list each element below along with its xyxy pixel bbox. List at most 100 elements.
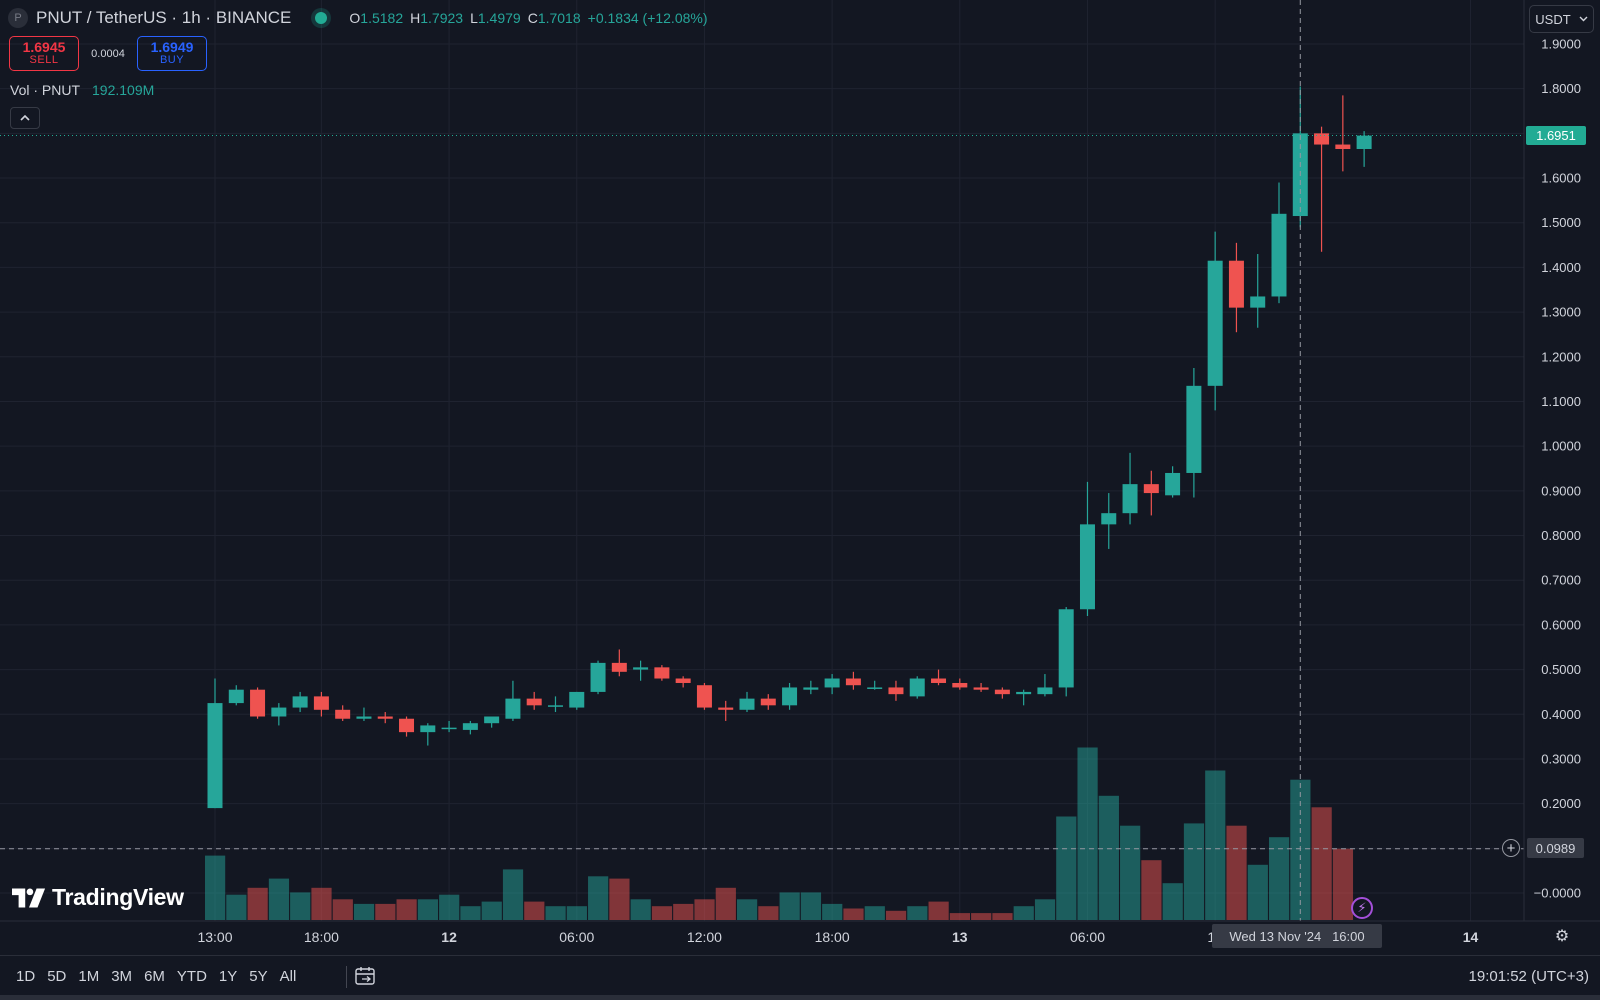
range-ytd-button[interactable]: YTD [171, 966, 213, 987]
volume-bar [865, 906, 885, 920]
candle-body [931, 679, 946, 683]
currency-select[interactable]: USDT [1529, 5, 1594, 33]
range-1y-button[interactable]: 1Y [213, 966, 243, 987]
y-tick-label: 1.9000 [1541, 37, 1581, 52]
volume-bar [673, 904, 693, 920]
y-tick-label: 1.0000 [1541, 439, 1581, 454]
volume-bar [503, 869, 523, 920]
y-tick-label: 0.8000 [1541, 528, 1581, 543]
ohlc-low-label: L [470, 10, 478, 26]
ohlc-open-value: 1.5182 [360, 10, 403, 26]
candle-body [442, 728, 457, 730]
add-alert-plus-icon[interactable]: + [1502, 839, 1520, 857]
volume-bar [524, 902, 544, 920]
candle-body [591, 663, 606, 692]
range-5y-button[interactable]: 5Y [243, 966, 273, 987]
volume-bar [1184, 823, 1204, 920]
symbol-header: P PNUT / TetherUS · 1h · BINANCE O1.5182… [8, 6, 708, 30]
candle-body [697, 685, 712, 707]
calendar-icon [355, 966, 377, 986]
range-1d-button[interactable]: 1D [10, 966, 41, 987]
y-tick-label: −0.0000 [1534, 886, 1581, 901]
range-buttons: 1D 5D 1M 3M 6M YTD 1Y 5Y All [10, 966, 302, 987]
x-tick-label: 14 [1463, 929, 1479, 945]
candle-body [1016, 692, 1031, 694]
volume-bar [1205, 771, 1225, 921]
sell-button[interactable]: 1.6945 SELL [9, 36, 79, 71]
candle-body [612, 663, 627, 672]
go-to-date-button[interactable] [346, 966, 379, 988]
volume-bar [694, 899, 714, 920]
symbol-title[interactable]: PNUT / TetherUS · 1h · BINANCE [36, 8, 291, 28]
candle-body [1080, 524, 1095, 609]
ohlc-change: +0.1834 (+12.08%) [588, 10, 708, 26]
range-3m-button[interactable]: 3M [105, 966, 138, 987]
volume-bar [1141, 860, 1161, 920]
volume-bar [397, 899, 417, 920]
candle-body [633, 667, 648, 669]
candle-body [910, 679, 925, 697]
volume-bar [482, 902, 502, 920]
candle-body [1165, 473, 1180, 495]
y-tick-label: 0.6000 [1541, 617, 1581, 632]
bottom-toolbar: 1D 5D 1M 3M 6M YTD 1Y 5Y All 19:01:52 (U… [0, 955, 1600, 995]
candle-body [569, 692, 584, 708]
volume-bar [907, 906, 927, 920]
last-price-label: 1.6951 [1526, 126, 1586, 145]
crosshair-time: 16:00 [1332, 929, 1365, 944]
range-5d-button[interactable]: 5D [41, 966, 72, 987]
y-tick-label: 0.2000 [1541, 796, 1581, 811]
volume-legend[interactable]: Vol · PNUT 192.109M [10, 82, 154, 98]
candle-body [718, 708, 733, 710]
price-chart[interactable]: 1.90001.80001.70001.60001.50001.40001.30… [0, 0, 1600, 955]
ohlc-high-value: 1.7923 [420, 10, 463, 26]
x-tick-label: 13 [952, 929, 968, 945]
candle-body [803, 687, 818, 689]
trade-panel: 1.6945 SELL 0.0004 1.6949 BUY [9, 36, 207, 71]
settings-gear-icon[interactable]: ⚙ [1552, 926, 1572, 946]
range-6m-button[interactable]: 6M [138, 966, 171, 987]
candle-body [335, 710, 350, 719]
tradingview-logo-icon [12, 888, 46, 908]
candle-body [1186, 386, 1201, 473]
chevron-up-icon [19, 114, 31, 122]
buy-button[interactable]: 1.6949 BUY [137, 36, 207, 71]
volume-bar [971, 913, 991, 920]
candle-body [1123, 484, 1138, 513]
candle-body [1335, 145, 1350, 149]
volume-bar [1226, 826, 1246, 920]
candle-body [250, 690, 265, 717]
lightning-icon[interactable]: ⚡ [1351, 897, 1373, 919]
volume-bar [375, 904, 395, 920]
ohlc-close-value: 1.7018 [538, 10, 581, 26]
ohlc-close-label: C [528, 10, 538, 26]
volume-bar [780, 892, 800, 920]
candle-body [1229, 261, 1244, 308]
volume-bars [205, 748, 1353, 921]
tradingview-logo-text: TradingView [52, 884, 184, 911]
candle-body [314, 696, 329, 709]
candle-body [378, 716, 393, 718]
y-tick-label: 1.8000 [1541, 81, 1581, 96]
candle-body [846, 679, 861, 686]
candle-body [1037, 687, 1052, 694]
y-tick-label: 0.4000 [1541, 707, 1581, 722]
candle-body [548, 705, 563, 707]
candle-body [761, 699, 776, 706]
candle-body [271, 708, 286, 717]
x-tick-label: 12 [441, 929, 457, 945]
collapse-legend-button[interactable] [10, 107, 40, 129]
candle-body [654, 667, 669, 678]
candle-body [995, 690, 1010, 694]
candle-body [356, 716, 371, 718]
range-all-button[interactable]: All [274, 966, 303, 987]
candle-body [399, 719, 414, 732]
volume-bar [801, 892, 821, 920]
volume-bar [886, 911, 906, 920]
x-tick-label: 06:00 [559, 929, 594, 945]
range-1m-button[interactable]: 1M [72, 966, 105, 987]
volume-bar [716, 888, 736, 920]
candle-body [1314, 133, 1329, 144]
tradingview-logo[interactable]: TradingView [12, 884, 184, 911]
utc-clock[interactable]: 19:01:52 (UTC+3) [1469, 968, 1589, 985]
